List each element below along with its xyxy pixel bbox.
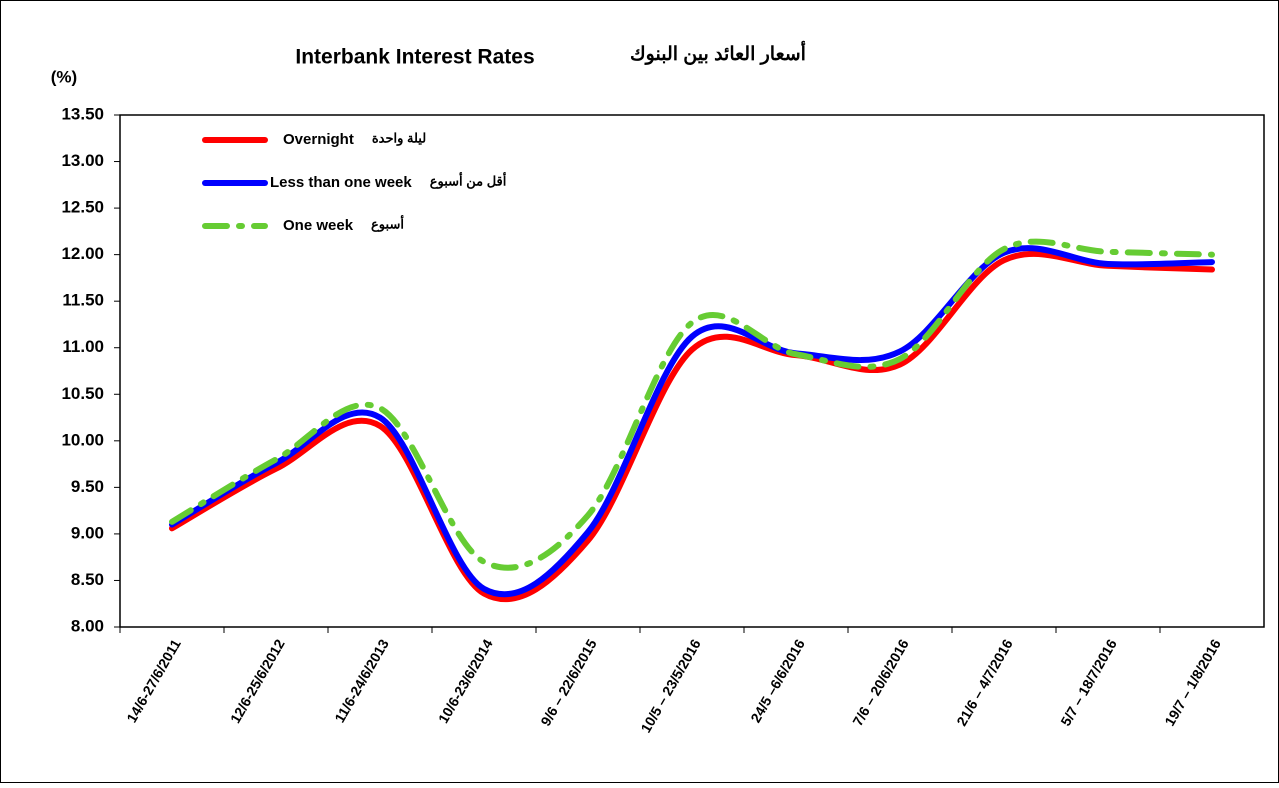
y-axis-label: (%) <box>51 67 77 86</box>
y-tick-label: 13.00 <box>61 151 104 170</box>
legend-label-ar: أسبوع <box>371 215 404 232</box>
series-line <box>169 238 1215 571</box>
chart-title: Interbank Interest Rates <box>295 46 534 69</box>
y-tick-label: 12.50 <box>61 198 104 217</box>
y-tick-label: 9.50 <box>71 477 104 496</box>
legend-label: Overnight <box>283 131 354 148</box>
legend-label: One week <box>283 217 354 234</box>
legend-label-ar: ليلة واحدة <box>372 130 426 146</box>
y-tick-label: 8.50 <box>71 570 104 589</box>
legend-label-ar: أقل من أسبوع <box>430 172 507 189</box>
series-line <box>169 245 1215 598</box>
y-tick-label: 10.50 <box>61 384 104 403</box>
y-tick-label: 13.50 <box>61 104 104 123</box>
plot-area <box>119 114 1265 628</box>
y-tick-label: 11.50 <box>62 291 104 310</box>
y-tick-label: 9.00 <box>71 523 104 542</box>
legend-label: Less than one week <box>270 174 412 191</box>
y-tick-label: 12.00 <box>61 244 104 263</box>
y-tick-label: 11.00 <box>62 337 104 356</box>
y-tick-label: 8.00 <box>71 616 104 635</box>
series-line <box>169 250 1215 603</box>
y-tick-label: 10.00 <box>61 430 104 449</box>
chart-title-ar: أسعار العائد بين البنوك <box>630 40 806 65</box>
